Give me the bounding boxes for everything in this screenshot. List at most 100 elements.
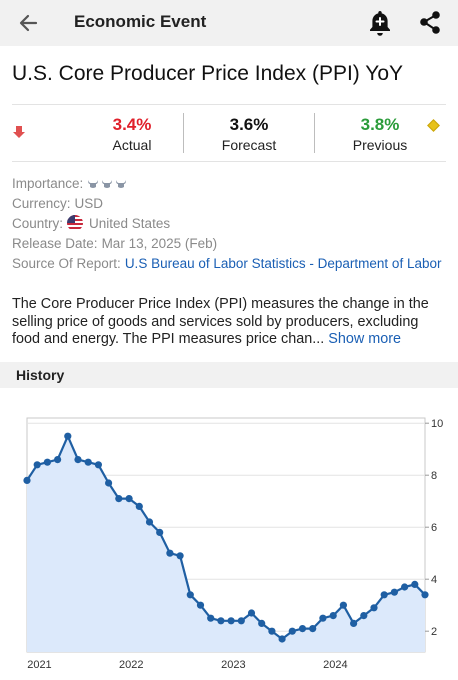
y-tick-label: 4 (431, 574, 437, 586)
data-point (105, 479, 113, 487)
divider (314, 113, 315, 153)
description-text: The Core Producer Price Index (PPI) meas… (12, 296, 429, 347)
data-point (33, 461, 41, 469)
data-point (156, 528, 164, 536)
release-date-row: Release Date: Mar 13, 2025 (Feb) (12, 233, 441, 253)
data-point (217, 617, 225, 625)
data-point (319, 614, 327, 622)
data-point (54, 456, 62, 464)
data-point (360, 612, 368, 620)
event-details: Importance: Currency: USD Country: Unite… (12, 174, 441, 273)
y-tick-label: 10 (431, 418, 443, 430)
history-section-header: History (0, 362, 458, 388)
event-description: The Core Producer Price Index (PPI) meas… (12, 296, 444, 349)
data-point (421, 591, 429, 599)
x-tick-label: 2021 (27, 659, 51, 671)
release-date-label: Release Date: (12, 235, 98, 251)
source-row: Source Of Report: U.S Bureau of Labor St… (12, 253, 441, 273)
share-button[interactable] (416, 8, 444, 38)
event-title: U.S. Core Producer Price Index (PPI) YoY (12, 62, 404, 85)
x-tick-label: 2023 (221, 659, 245, 671)
x-tick-label: 2024 (323, 659, 347, 671)
data-point (43, 458, 52, 466)
x-tick-label: 2022 (119, 659, 143, 671)
data-point (207, 614, 215, 622)
source-label: Source Of Report: (12, 255, 121, 271)
event-summary: 3.4% Actual 3.6% Forecast 3.8% Previous (12, 104, 446, 162)
us-flag-icon (67, 215, 84, 232)
data-point (268, 627, 276, 635)
data-point (237, 617, 245, 625)
data-point (309, 625, 317, 633)
data-point (278, 635, 286, 643)
actual-value: 3.4% (112, 115, 152, 134)
data-point (258, 619, 266, 627)
currency-row: Currency: USD (12, 194, 441, 214)
data-point (84, 458, 92, 466)
share-icon (420, 11, 440, 34)
importance-rating (87, 179, 127, 189)
actual-label: Actual (112, 137, 152, 153)
data-point (227, 617, 235, 625)
data-point (370, 604, 378, 612)
data-point (166, 549, 174, 557)
data-point (125, 495, 133, 503)
data-point (176, 552, 184, 560)
y-tick-label: 8 (431, 470, 437, 482)
data-point (74, 456, 82, 464)
data-point (339, 601, 347, 609)
arrow-left-icon (19, 14, 38, 32)
data-point (115, 495, 123, 503)
previous-label: Previous (352, 137, 408, 153)
history-chart[interactable]: 2 4 6 8 10 2021 2022 2023 2024 (0, 400, 458, 680)
app-bar-title: Economic Event (74, 12, 207, 31)
series-area (27, 436, 425, 652)
app-bar: Economic Event (0, 0, 458, 46)
bell-plus-icon (370, 11, 390, 36)
divider (183, 113, 184, 153)
actual-metric: 3.4% Actual (87, 115, 177, 153)
down-arrow-icon (13, 126, 25, 138)
currency-label: Currency: (12, 196, 71, 212)
data-point (64, 432, 72, 440)
currency-value: USD (74, 196, 104, 212)
data-point (401, 583, 409, 591)
data-point (186, 591, 194, 599)
show-more-link[interactable]: Show more (328, 331, 402, 347)
series-line (26, 435, 426, 641)
y-tick-label: 6 (431, 522, 437, 534)
data-point (196, 601, 205, 609)
forecast-label: Forecast (221, 137, 277, 153)
source-link[interactable]: U.S Bureau of Labor Statistics - Departm… (124, 255, 442, 271)
bull-icon (116, 179, 127, 188)
data-point (23, 476, 31, 484)
importance-label: Importance: (12, 176, 84, 192)
country-row: Country: United States (12, 214, 441, 234)
country-value: United States (89, 215, 171, 231)
data-point (350, 619, 358, 627)
country-label: Country: (12, 215, 64, 231)
add-alert-button[interactable] (366, 8, 394, 38)
data-point (288, 627, 296, 635)
forecast-metric: 3.6% Forecast (204, 115, 294, 153)
bull-icon (88, 179, 99, 188)
y-tick-label: 2 (431, 626, 437, 638)
data-point (329, 612, 337, 620)
previous-value: 3.8% (360, 115, 400, 134)
importance-row: Importance: (12, 174, 441, 194)
data-point (135, 502, 143, 510)
back-button[interactable] (14, 8, 44, 38)
history-title: History (16, 367, 65, 383)
revision-diamond-icon (427, 119, 440, 132)
data-point (298, 625, 307, 633)
bull-icon (102, 179, 113, 188)
previous-metric: 3.8% Previous (335, 115, 425, 153)
data-point (390, 588, 398, 596)
data-point (94, 461, 102, 469)
data-point (380, 591, 388, 599)
forecast-value: 3.6% (229, 115, 269, 134)
data-point (145, 518, 154, 526)
data-point (247, 609, 256, 617)
data-point (411, 580, 419, 588)
release-date-value: Mar 13, 2025 (Feb) (101, 235, 218, 251)
